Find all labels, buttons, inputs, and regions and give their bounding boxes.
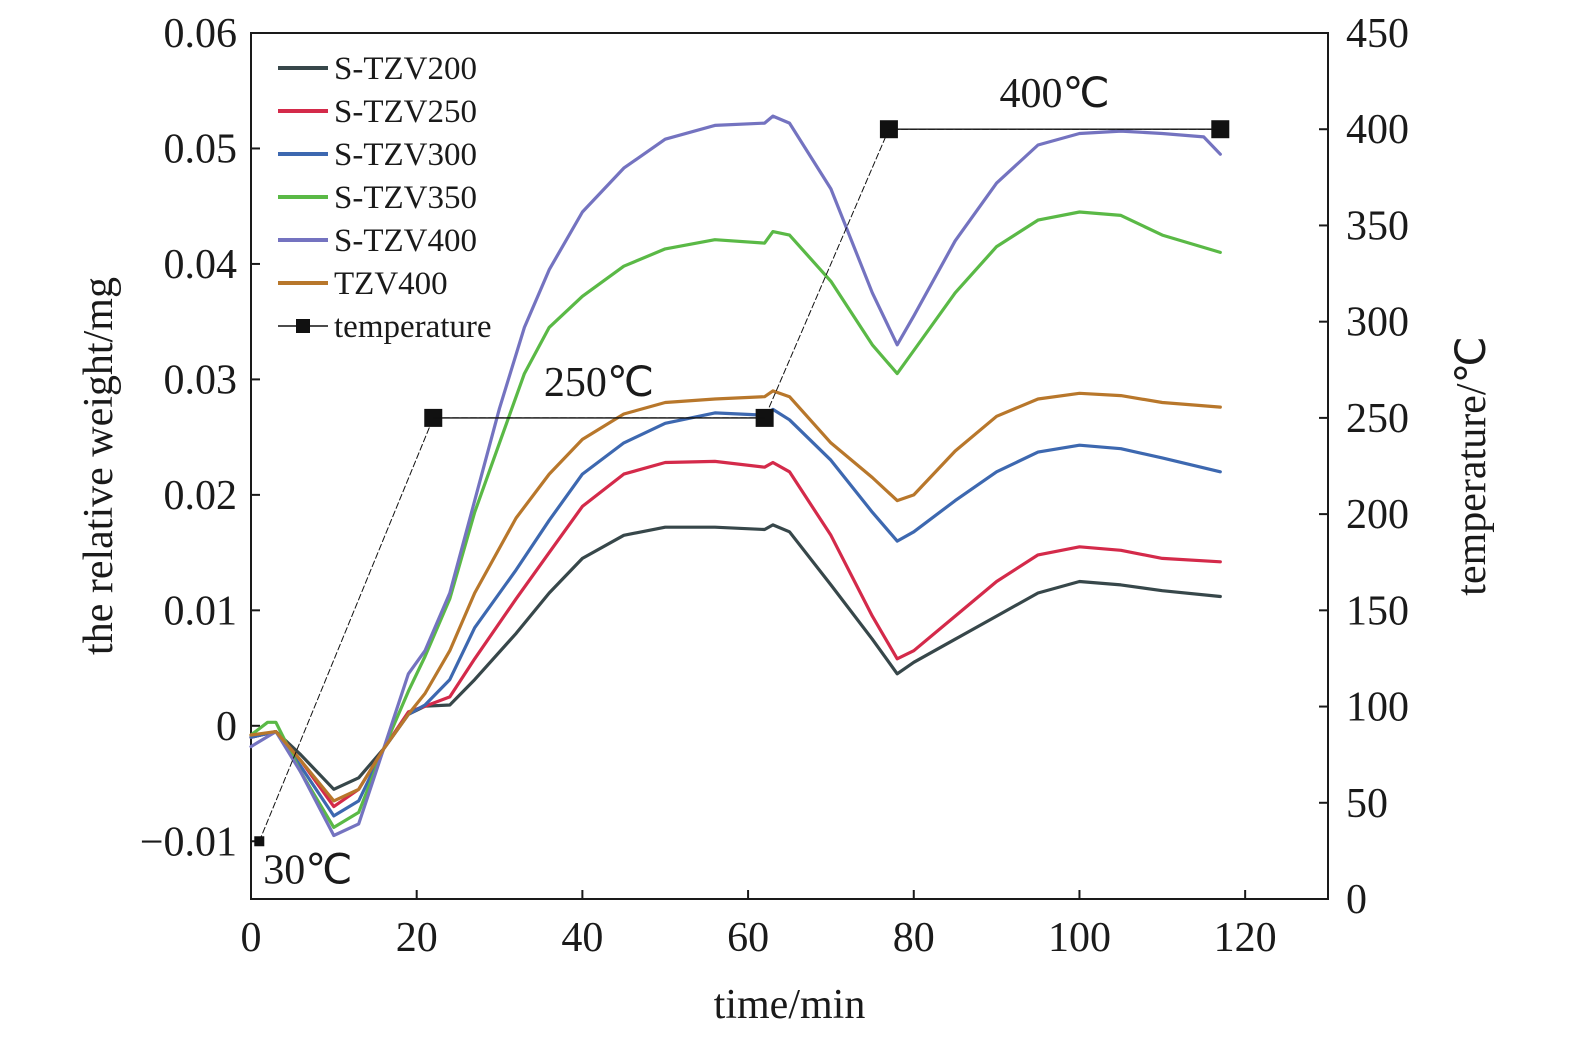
y-left-tick-label: 0.06 xyxy=(164,11,238,57)
y-right-tick-label: 400 xyxy=(1346,107,1409,153)
series-line-tzv400 xyxy=(249,389,1222,803)
legend-label: temperature xyxy=(334,309,492,345)
legend-label: S-TZV300 xyxy=(334,137,477,173)
x-tick-label: 120 xyxy=(1214,915,1277,961)
y-right-tick-label: 50 xyxy=(1346,781,1388,827)
y-left-tick-label: 0.01 xyxy=(164,588,238,634)
temperature-annotation: 30℃ xyxy=(263,847,352,893)
y-right-tick-label: 450 xyxy=(1346,11,1409,57)
series-line-s-tzv300 xyxy=(249,407,1222,818)
x-tick-label: 100 xyxy=(1048,915,1111,961)
legend-label: TZV400 xyxy=(334,266,448,302)
temperature-marker xyxy=(254,836,265,847)
legend-label: S-TZV200 xyxy=(334,51,477,87)
x-axis-title: time/min xyxy=(714,982,866,1028)
legend: S-TZV200 S-TZV250 S-TZV300 S-TZV350 S-TZV400… xyxy=(278,51,492,345)
y-right-tick-label: 250 xyxy=(1346,396,1409,442)
legend-label: S-TZV250 xyxy=(334,94,477,130)
x-tick-label: 60 xyxy=(727,915,769,961)
x-tick-label: 20 xyxy=(396,915,438,961)
legend-swatch-marker xyxy=(296,319,310,333)
annotation-layer: 30℃ 250℃ 400℃ xyxy=(263,71,1109,893)
y-left-tick-label: 0.02 xyxy=(164,473,238,519)
y-left-axis-title: the relative weight/mg xyxy=(76,277,122,655)
y-right-tick-label: 150 xyxy=(1346,588,1409,634)
axes-layer: 0 20 40 60 80 100 120 time/min −0.01 0 0.01 0.02 0.0… xyxy=(76,11,1495,1028)
x-tick-label: 0 xyxy=(241,915,262,961)
x-tick-label: 80 xyxy=(893,915,935,961)
y-left-tick-label: 0.04 xyxy=(164,242,238,288)
series-line-s-tzv250 xyxy=(249,459,1222,809)
y-right-tick-label: 200 xyxy=(1346,492,1409,538)
y-right-tick-label: 0 xyxy=(1346,877,1367,923)
x-tick-label: 40 xyxy=(561,915,603,961)
y-right-tick-label: 100 xyxy=(1346,685,1409,731)
y-left-tick-label: 0 xyxy=(216,704,237,750)
legend-label: S-TZV400 xyxy=(334,223,477,259)
y-right-axis-title: temperature/℃ xyxy=(1449,336,1495,595)
y-left-tick-label: −0.01 xyxy=(140,819,237,865)
y-left-tick-label: 0.03 xyxy=(164,357,238,403)
temperature-annotation: 400℃ xyxy=(1000,71,1110,117)
legend-label: S-TZV350 xyxy=(334,180,477,216)
series-line-s-tzv400 xyxy=(249,114,1222,838)
series-line-s-tzv200 xyxy=(249,523,1222,791)
series-line-s-tzv350 xyxy=(249,210,1222,829)
y-right-tick-label: 300 xyxy=(1346,300,1409,346)
temperature-marker-layer xyxy=(254,120,1230,847)
plot-frame xyxy=(250,32,1329,900)
temperature-annotation: 250℃ xyxy=(544,360,654,406)
y-right-tick-label: 350 xyxy=(1346,203,1409,249)
y-left-tick-label: 0.05 xyxy=(164,126,238,172)
